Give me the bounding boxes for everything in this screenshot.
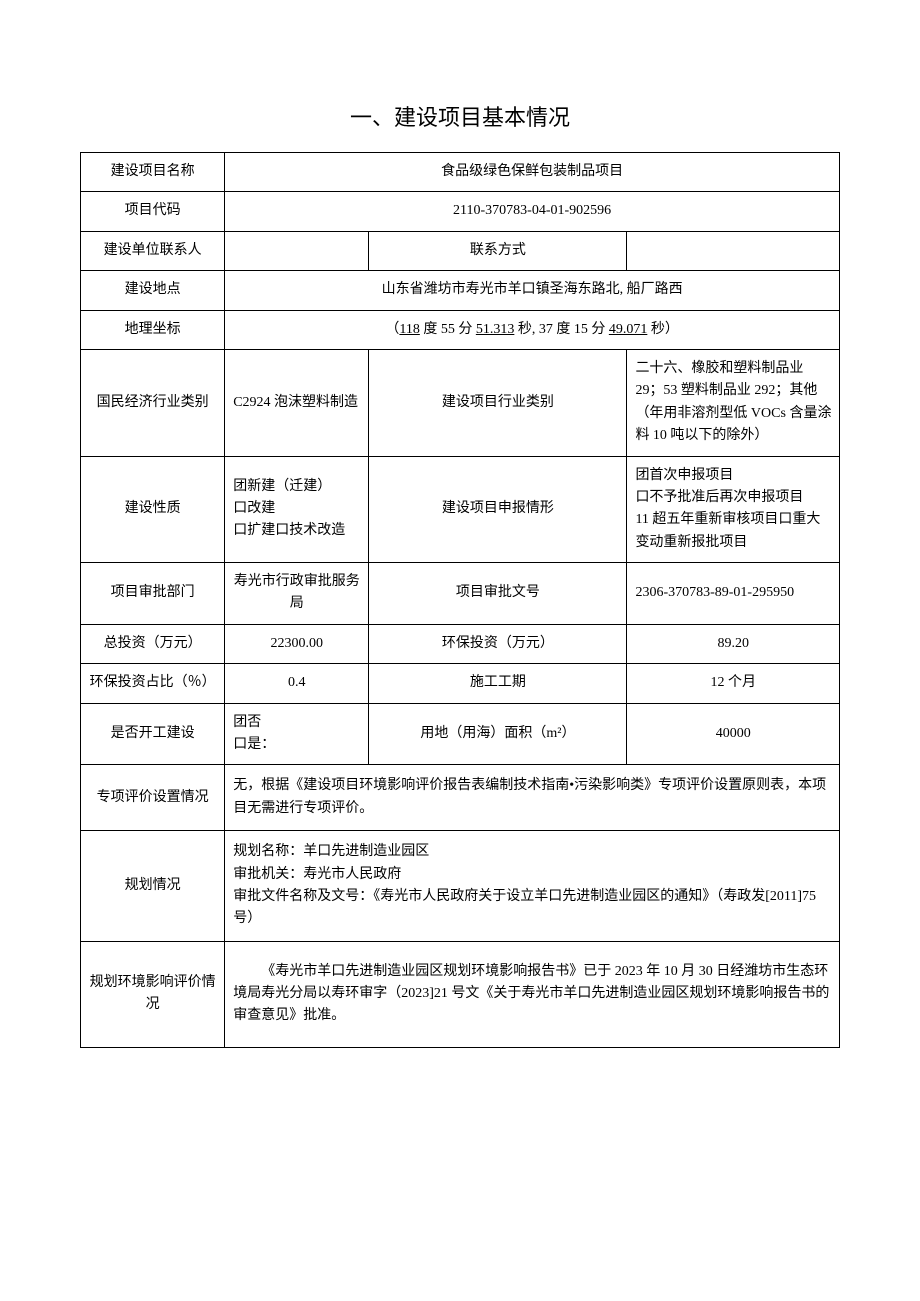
- table-row: 规划情况 规划名称：羊口先进制造业园区 审批机关：寿光市人民政府 审批文件名称及…: [81, 831, 840, 942]
- table-row: 规划环境影响评价情况 《寿光市羊口先进制造业园区规划环境影响报告书》已于 202…: [81, 941, 840, 1047]
- table-row: 地理坐标 （118 度 55 分 51.313 秒, 37 度 15 分 49.…: [81, 310, 840, 349]
- value-industry-class: 二十六、橡胶和塑料制品业 29；53 塑料制品业 292；其他（年用非溶剂型低 …: [627, 349, 840, 456]
- label-approval-no: 项目审批文号: [369, 563, 627, 625]
- value-geo: （118 度 55 分 51.313 秒, 37 度 15 分 49.071 秒…: [225, 310, 840, 349]
- table-row: 项目代码 2110-370783-04-01-902596: [81, 192, 840, 231]
- value-started: 团否 口是：: [225, 703, 369, 765]
- page-title: 一、建设项目基本情况: [80, 100, 840, 132]
- value-approval-no: 2306-370783-89-01-295950: [627, 563, 840, 625]
- filing-line-1: 团首次申报项目: [635, 465, 833, 487]
- table-row: 建设项目名称 食品级绿色保鲜包装制品项目: [81, 153, 840, 192]
- table-row: 是否开工建设 团否 口是： 用地（用海）面积（m²） 40000: [81, 703, 840, 765]
- label-contact-person: 建设单位联系人: [81, 231, 225, 270]
- value-nature: 团新建（迁建） 口改建 口扩建口技术改造: [225, 456, 369, 563]
- value-env-ratio: 0.4: [225, 664, 369, 703]
- value-contact-method: [627, 231, 840, 270]
- geo-deg1: 118: [399, 322, 419, 337]
- table-row: 环保投资占比（％） 0.4 施工工期 12 个月: [81, 664, 840, 703]
- plan-line-1: 规划名称：羊口先进制造业园区: [233, 841, 831, 863]
- label-land: 用地（用海）面积（m²）: [369, 703, 627, 765]
- plan-env-text: 《寿光市羊口先进制造业园区规划环境影响报告书》已于 2023 年 10 月 30…: [233, 961, 831, 1028]
- label-contact-method: 联系方式: [369, 231, 627, 270]
- label-env-invest: 环保投资（万元）: [369, 624, 627, 663]
- table-row: 建设单位联系人 联系方式: [81, 231, 840, 270]
- geo-sec1: 51.313: [476, 322, 515, 337]
- started-line-1: 团否: [233, 712, 362, 734]
- label-location: 建设地点: [81, 271, 225, 310]
- value-contact-person: [225, 231, 369, 270]
- label-duration: 施工工期: [369, 664, 627, 703]
- label-special-eval: 专项评价设置情况: [81, 765, 225, 831]
- project-info-table: 建设项目名称 食品级绿色保鲜包装制品项目 项目代码 2110-370783-04…: [80, 152, 840, 1048]
- value-env-invest: 89.20: [627, 624, 840, 663]
- plan-line-3: 审批文件名称及文号：《寿光市人民政府关于设立羊口先进制造业园区的通知》（寿政发[…: [233, 886, 831, 931]
- table-row: 建设地点 山东省潍坊市寿光市羊口镇圣海东路北, 船厂路西: [81, 271, 840, 310]
- geo-tail: 秒）: [647, 322, 679, 337]
- geo-open: （: [385, 322, 399, 337]
- label-total-invest: 总投资（万元）: [81, 624, 225, 663]
- value-project-code: 2110-370783-04-01-902596: [225, 192, 840, 231]
- value-plan: 规划名称：羊口先进制造业园区 审批机关：寿光市人民政府 审批文件名称及文号：《寿…: [225, 831, 840, 942]
- started-line-2: 口是：: [233, 734, 362, 756]
- filing-line-2: 口不予批准后再次申报项目: [635, 487, 833, 509]
- value-total-invest: 22300.00: [225, 624, 369, 663]
- value-industry-cat: C2924 泡沫塑料制造: [225, 349, 369, 456]
- plan-line-2: 审批机关：寿光市人民政府: [233, 864, 831, 886]
- nature-line-2: 口改建: [233, 498, 362, 520]
- value-land: 40000: [627, 703, 840, 765]
- geo-mid1: 度 55 分: [420, 322, 476, 337]
- table-row: 项目审批部门 寿光市行政审批服务局 项目审批文号 2306-370783-89-…: [81, 563, 840, 625]
- table-row: 总投资（万元） 22300.00 环保投资（万元） 89.20: [81, 624, 840, 663]
- value-duration: 12 个月: [627, 664, 840, 703]
- value-special-eval: 无，根据《建设项目环境影响评价报告表编制技术指南•污染影响类》专项评价设置原则表…: [225, 765, 840, 831]
- label-approval-dept: 项目审批部门: [81, 563, 225, 625]
- label-plan: 规划情况: [81, 831, 225, 942]
- value-approval-dept: 寿光市行政审批服务局: [225, 563, 369, 625]
- label-industry-class: 建设项目行业类别: [369, 349, 627, 456]
- value-location: 山东省潍坊市寿光市羊口镇圣海东路北, 船厂路西: [225, 271, 840, 310]
- label-env-ratio: 环保投资占比（％）: [81, 664, 225, 703]
- table-row: 建设性质 团新建（迁建） 口改建 口扩建口技术改造 建设项目申报情形 团首次申报…: [81, 456, 840, 563]
- label-started: 是否开工建设: [81, 703, 225, 765]
- nature-line-1: 团新建（迁建）: [233, 476, 362, 498]
- value-plan-env: 《寿光市羊口先进制造业园区规划环境影响报告书》已于 2023 年 10 月 30…: [225, 941, 840, 1047]
- value-project-name: 食品级绿色保鲜包装制品项目: [225, 153, 840, 192]
- label-geo: 地理坐标: [81, 310, 225, 349]
- geo-mid2: 秒, 37 度 15 分: [514, 322, 609, 337]
- label-plan-env: 规划环境影响评价情况: [81, 941, 225, 1047]
- filing-line-3: 11 超五年重新审核项目口重大变动重新报批项目: [635, 509, 833, 554]
- label-project-name: 建设项目名称: [81, 153, 225, 192]
- label-industry-cat: 国民经济行业类别: [81, 349, 225, 456]
- table-row: 国民经济行业类别 C2924 泡沫塑料制造 建设项目行业类别 二十六、橡胶和塑料…: [81, 349, 840, 456]
- value-filing: 团首次申报项目 口不予批准后再次申报项目 11 超五年重新审核项目口重大变动重新…: [627, 456, 840, 563]
- nature-line-3: 口扩建口技术改造: [233, 520, 362, 542]
- geo-sec2: 49.071: [609, 322, 648, 337]
- label-project-code: 项目代码: [81, 192, 225, 231]
- table-row: 专项评价设置情况 无，根据《建设项目环境影响评价报告表编制技术指南•污染影响类》…: [81, 765, 840, 831]
- label-filing: 建设项目申报情形: [369, 456, 627, 563]
- label-nature: 建设性质: [81, 456, 225, 563]
